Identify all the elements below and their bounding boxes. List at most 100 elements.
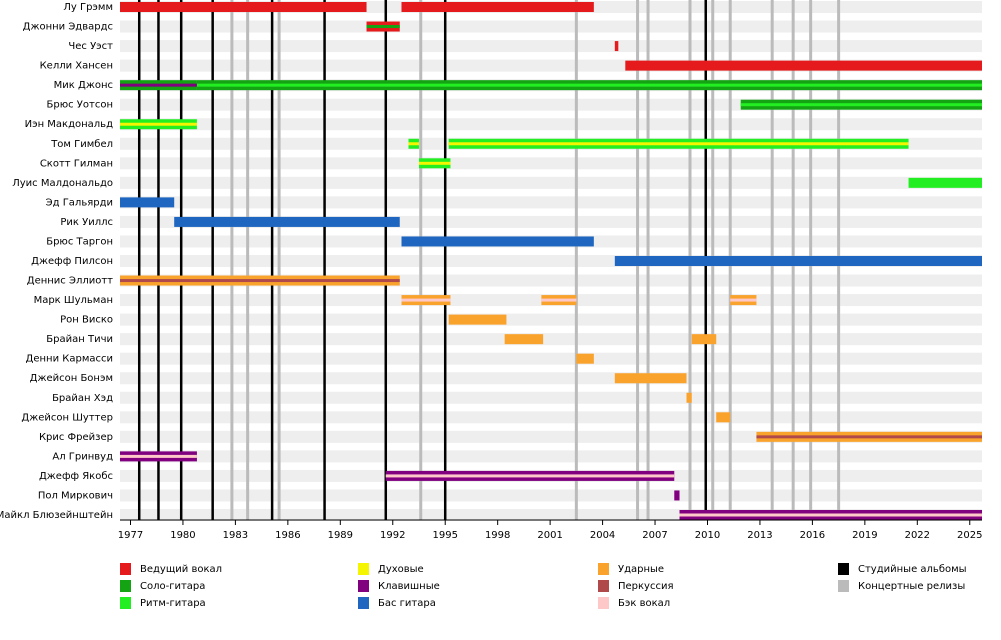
period-bar [674,490,680,501]
legend-label: Концертные релизы [858,581,965,592]
period-bar [120,197,175,208]
legend-label: Ритм-гитара [140,598,206,609]
x-tick-label: 2022 [905,530,930,541]
member-name: Чес Уэст [68,41,113,52]
period-stripe [120,83,197,87]
x-tick-label: 1992 [380,530,405,541]
row-band [120,489,982,502]
legend-swatch [838,580,849,592]
legend-swatch [120,580,131,592]
period-bar [614,41,619,52]
period-stripe [756,435,982,439]
legend-swatch [358,580,369,592]
member-name: Пол Миркович [38,490,113,501]
member-name: Марк Шульман [34,295,113,306]
member-name: Брайан Хэд [52,393,113,404]
member-name: Майкл Блюзейнштейн [0,510,113,521]
member-name: Джонни Эдвардс [23,22,113,33]
member-name: Рик Уиллс [60,217,113,228]
x-tick-label: 1998 [485,530,510,541]
member-name: Брюс Уотсон [47,100,114,111]
x-tick-label: 1980 [170,530,195,541]
row-band [120,40,982,53]
period-stripe [366,25,400,29]
member-name: Брайан Тичи [46,334,113,345]
x-tick-label: 2016 [800,530,825,541]
row-band [120,20,982,33]
member-name: Денни Кармасси [26,354,113,365]
row-band [120,196,982,209]
legend-swatch [358,563,369,575]
member-name: Брюс Таргон [46,236,113,247]
period-bar [401,2,594,12]
x-tick-label: 2007 [642,530,667,541]
legend-label: Соло-гитара [140,581,205,592]
period-stripe [120,279,400,283]
period-stripe [679,513,982,517]
x-tick-label: 1977 [118,530,143,541]
member-name: Иэн Макдональд [25,119,113,130]
legend-swatch [598,563,609,575]
member-name: Джефф Якобс [39,471,113,482]
period-stripe [418,161,451,165]
member-name: Деннис Эллиотт [27,276,113,287]
legend-swatch [358,597,369,609]
x-tick-label: 2013 [747,530,772,541]
period-bar [401,236,594,247]
legend-label: Бас гитара [378,598,436,609]
legend-label: Перкуссия [618,581,674,592]
x-tick-label: 1995 [432,530,457,541]
legend-label: Клавишные [378,581,440,592]
member-name: Крис Фрейзер [39,432,113,443]
x-tick-label: 1986 [275,530,300,541]
period-bar [504,334,544,345]
period-stripe [196,83,983,87]
row-band [120,118,982,131]
period-bar [576,353,594,364]
member-name: Скотт Гилман [40,158,113,169]
period-stripe [401,298,451,302]
legend-label: Студийные альбомы [858,564,967,575]
legend-swatch [120,597,131,609]
row-band [120,372,982,385]
row-band [120,333,982,346]
x-tick-label: 2019 [852,530,877,541]
legend-label: Бэк вокал [618,598,670,609]
legend-label: Ударные [618,564,664,575]
period-stripe [385,474,675,478]
legend-swatch [598,580,609,592]
legend-swatch [838,563,849,575]
period-stripe [120,454,197,458]
legend-label: Ведущий вокал [140,564,222,575]
period-bar [691,334,717,345]
x-tick-label: 1989 [328,530,353,541]
period-stripe [448,142,909,146]
row-band [120,352,982,365]
x-tick-label: 2025 [957,530,982,541]
legend-swatch [120,563,131,575]
legend-swatch [598,597,609,609]
period-bar [448,314,507,325]
row-band [120,450,982,463]
x-tick-label: 2010 [695,530,720,541]
member-name: Джейсон Бонэм [30,373,113,384]
period-bar [174,216,400,227]
member-name: Ал Гринвуд [52,451,113,462]
x-tick-label: 2001 [537,530,562,541]
period-bar [120,2,367,12]
member-name: Эд Гальярди [46,197,113,208]
period-bar [625,60,982,71]
period-bar [686,392,692,403]
member-name: Келли Хансен [40,61,113,72]
member-name: Мик Джонс [54,80,113,91]
x-tick-label: 1983 [223,530,248,541]
row-band [120,313,982,326]
period-bar [908,177,982,188]
period-bar [614,373,687,384]
period-stripe [541,298,577,302]
member-name: Том Гимбел [50,139,113,150]
member-name: Луис Малдональдо [12,178,113,189]
row-band [120,411,982,424]
row-band [120,176,982,189]
